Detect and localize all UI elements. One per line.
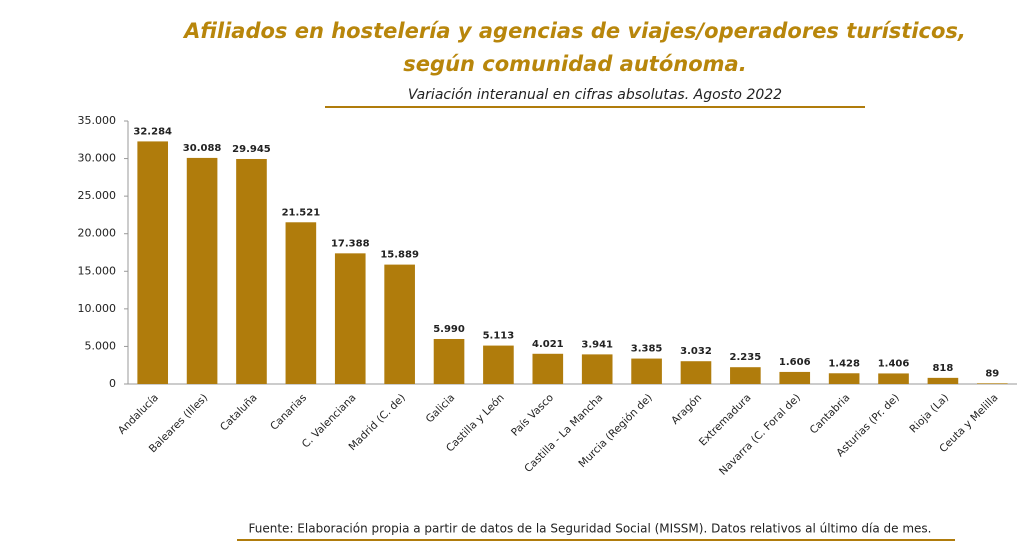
value-label: 29.945 (232, 144, 271, 155)
value-label: 4.021 (532, 339, 564, 350)
y-tick-label: 25.000 (78, 189, 117, 202)
value-label: 1.428 (828, 358, 860, 369)
y-tick-label: 10.000 (78, 302, 117, 315)
bar (433, 338, 465, 384)
bar (236, 158, 267, 384)
bar (137, 141, 169, 384)
y-tick-label: 35.000 (78, 114, 117, 127)
bar (878, 373, 909, 384)
x-tick-label: Andalucía (116, 392, 161, 437)
y-tick-label: 5.000 (85, 339, 117, 352)
x-tick-label: Rioja (La) (907, 392, 951, 436)
y-tick-label: 0 (109, 377, 116, 390)
value-label: 3.941 (581, 339, 613, 350)
value-label: 2.235 (730, 352, 762, 363)
chart-title: según comunidad autónoma. (403, 52, 746, 76)
y-tick-label: 20.000 (78, 227, 117, 240)
bar (779, 371, 811, 384)
bar (730, 367, 761, 384)
x-tick-label: Cantabria (808, 392, 853, 437)
source-note: Fuente: Elaboración propia a partir de d… (249, 522, 932, 536)
value-label: 3.032 (680, 346, 712, 357)
chart-title: Afiliados en hostelería y agencias de vi… (182, 19, 966, 43)
y-tick-label: 30.000 (78, 152, 117, 165)
bar (334, 253, 366, 384)
bar (483, 345, 514, 384)
bar (532, 353, 564, 384)
bar (186, 157, 218, 384)
x-tick-label: Canarias (268, 392, 309, 433)
x-tick-label: Aragón (669, 392, 704, 427)
value-label: 1.606 (779, 357, 811, 368)
value-label: 1.406 (878, 358, 910, 369)
chart-subtitle: Variación interanual en cifras absolutas… (408, 87, 782, 103)
bar (828, 373, 860, 384)
bar (680, 361, 712, 384)
y-tick-label: 15.000 (78, 264, 117, 277)
x-tick-label: País Vasco (509, 392, 556, 439)
value-label: 5.113 (483, 331, 515, 342)
value-label: 30.088 (183, 143, 222, 154)
value-label: 89 (985, 368, 999, 379)
bar (631, 358, 662, 384)
value-label: 21.521 (282, 207, 321, 218)
value-label: 3.385 (631, 344, 663, 355)
value-label: 818 (932, 363, 953, 374)
bar (384, 264, 415, 384)
bar (976, 383, 1008, 384)
value-label: 15.889 (380, 250, 419, 261)
x-tick-label: Navarra (C. Foral de) (717, 392, 803, 478)
value-label: 17.388 (331, 238, 370, 249)
x-tick-label: Galicia (424, 392, 458, 426)
value-label: 32.284 (133, 126, 172, 137)
value-label: 5.990 (433, 324, 465, 335)
x-tick-label: Cataluña (218, 392, 260, 434)
bar (285, 222, 317, 384)
bar (927, 377, 959, 384)
bar (581, 354, 613, 384)
